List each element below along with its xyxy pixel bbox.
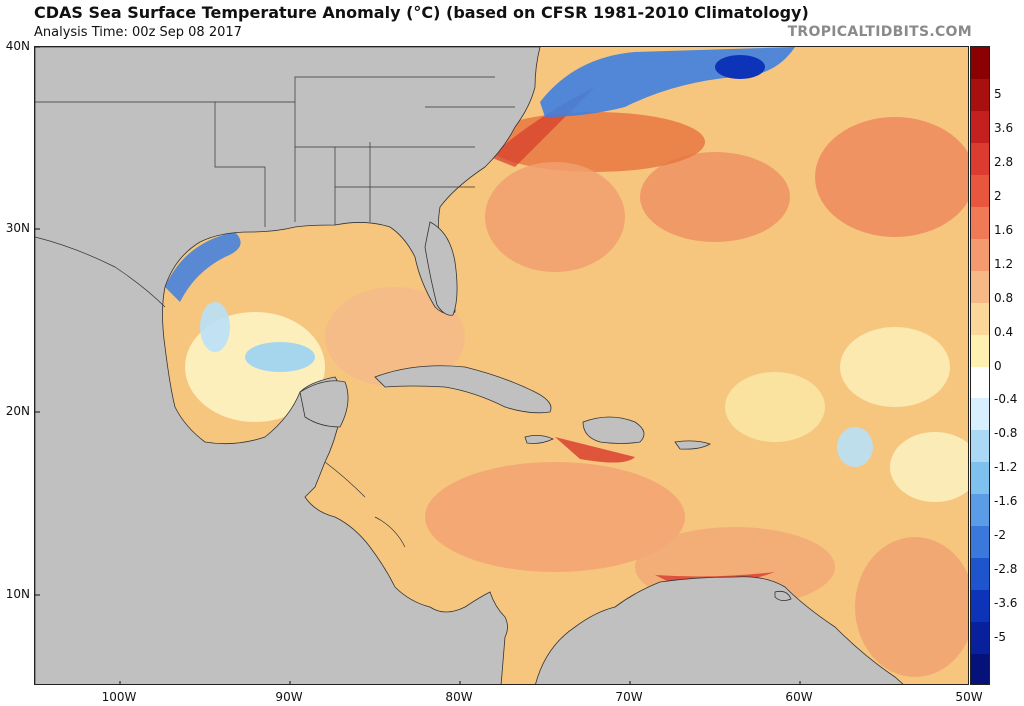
colorbar-label: -0.4 [994, 392, 1018, 407]
lon-label-80w: 80W [445, 690, 473, 704]
brand-watermark: TROPICALTIDBITS.COM [787, 24, 972, 40]
south-america-land [535, 576, 904, 684]
jamaica-island [524, 435, 554, 444]
colorbar-label: -1.6 [994, 494, 1018, 509]
florida-peninsula [424, 221, 458, 316]
neutral-patch-east-atlantic [890, 432, 968, 502]
puerto-rico-island [674, 440, 711, 450]
cool-patch-atlantic [837, 427, 873, 467]
lon-label-60w: 60W [785, 690, 813, 704]
lon-label-50w: 50W [955, 690, 983, 704]
warm-patch-caribbean [425, 462, 685, 572]
colorbar-segment [971, 526, 989, 560]
colorbar-label: 3.6 [994, 120, 1014, 135]
colorbar-label: 5 [994, 86, 1002, 101]
colorbar-label: 0.4 [994, 324, 1014, 339]
colorbar-segment [971, 590, 989, 624]
colorbar-segment [971, 142, 989, 176]
colorbar-segment [971, 334, 989, 368]
colorbar-segment [971, 238, 989, 272]
lat-label-10n: 10N [5, 587, 30, 601]
political-borders [35, 76, 515, 548]
map-title: CDAS Sea Surface Temperature Anomaly (°C… [34, 3, 809, 22]
warm-patch-west-atlantic [485, 162, 625, 272]
colorbar-label: 0 [994, 358, 1002, 373]
border-states-1 [215, 76, 365, 103]
colorbar-label: -2.8 [994, 562, 1018, 577]
colorbar-label: 1.6 [994, 222, 1014, 237]
colorbar-label: -2 [994, 528, 1006, 543]
colorbar-segment [971, 494, 989, 528]
neutral-patch-atlantic-2 [725, 372, 825, 442]
land-masses [35, 47, 904, 684]
colorbar-label: 1.2 [994, 256, 1014, 271]
cool-patch-gulf-west [200, 302, 230, 352]
trinidad-island [774, 590, 792, 601]
warm-patch-southeast [855, 537, 968, 677]
colorbar-segment [971, 366, 989, 400]
colorbar-legend [970, 46, 990, 685]
warm-patch-central-atlantic [640, 152, 790, 242]
cuba-island [374, 365, 552, 414]
lon-label-100w: 100W [101, 690, 137, 704]
colorbar-segment [971, 654, 989, 684]
border-mexico-us [35, 236, 166, 308]
colorbar-label: -1.2 [994, 460, 1018, 475]
colorbar-segment [971, 622, 989, 656]
colorbar-segment [971, 270, 989, 304]
colorbar-segment [971, 47, 989, 80]
warm-patch-north-atlantic [815, 117, 968, 237]
border-texas-north [35, 101, 265, 168]
lat-label-20n: 20N [5, 404, 30, 418]
neutral-patch-atlantic-1 [840, 327, 950, 407]
cool-anomaly-patches [110, 47, 873, 642]
colorbar-label: 0.8 [994, 290, 1014, 305]
colorbar-segment [971, 78, 989, 112]
colorbar-label: -0.8 [994, 426, 1018, 441]
colorbar-label: 2 [994, 188, 1002, 203]
colorbar-segment [971, 462, 989, 496]
analysis-time: Analysis Time: 00z Sep 08 2017 [34, 25, 242, 40]
cold-core-north [715, 55, 765, 79]
colorbar-segment [971, 110, 989, 144]
colorbar-segment [971, 398, 989, 432]
colorbar-segment [971, 174, 989, 208]
border-central-america [324, 461, 406, 548]
lon-label-70w: 70W [615, 690, 643, 704]
warm-streak-south-cuba [555, 437, 635, 463]
colorbar-segment [971, 302, 989, 336]
colorbar-segment [971, 430, 989, 464]
colorbar-label: -3.6 [994, 596, 1018, 611]
colorbar-label: 2.8 [994, 154, 1014, 169]
colorbar-segment [971, 206, 989, 240]
warm-patch-gulf [325, 287, 465, 387]
yucatan-peninsula [299, 380, 349, 428]
hispaniola-island [582, 416, 645, 444]
graticule [35, 47, 801, 684]
sst-anomaly-map [34, 46, 969, 685]
lat-label-30n: 30N [5, 221, 30, 235]
colorbar-label: -5 [994, 630, 1006, 645]
lon-label-90w: 90W [275, 690, 303, 704]
lat-label-40n: 40N [5, 39, 30, 53]
colorbar-segment [971, 558, 989, 592]
cold-patch-texas-coast [165, 232, 241, 302]
cool-patch-gulf [245, 342, 315, 372]
